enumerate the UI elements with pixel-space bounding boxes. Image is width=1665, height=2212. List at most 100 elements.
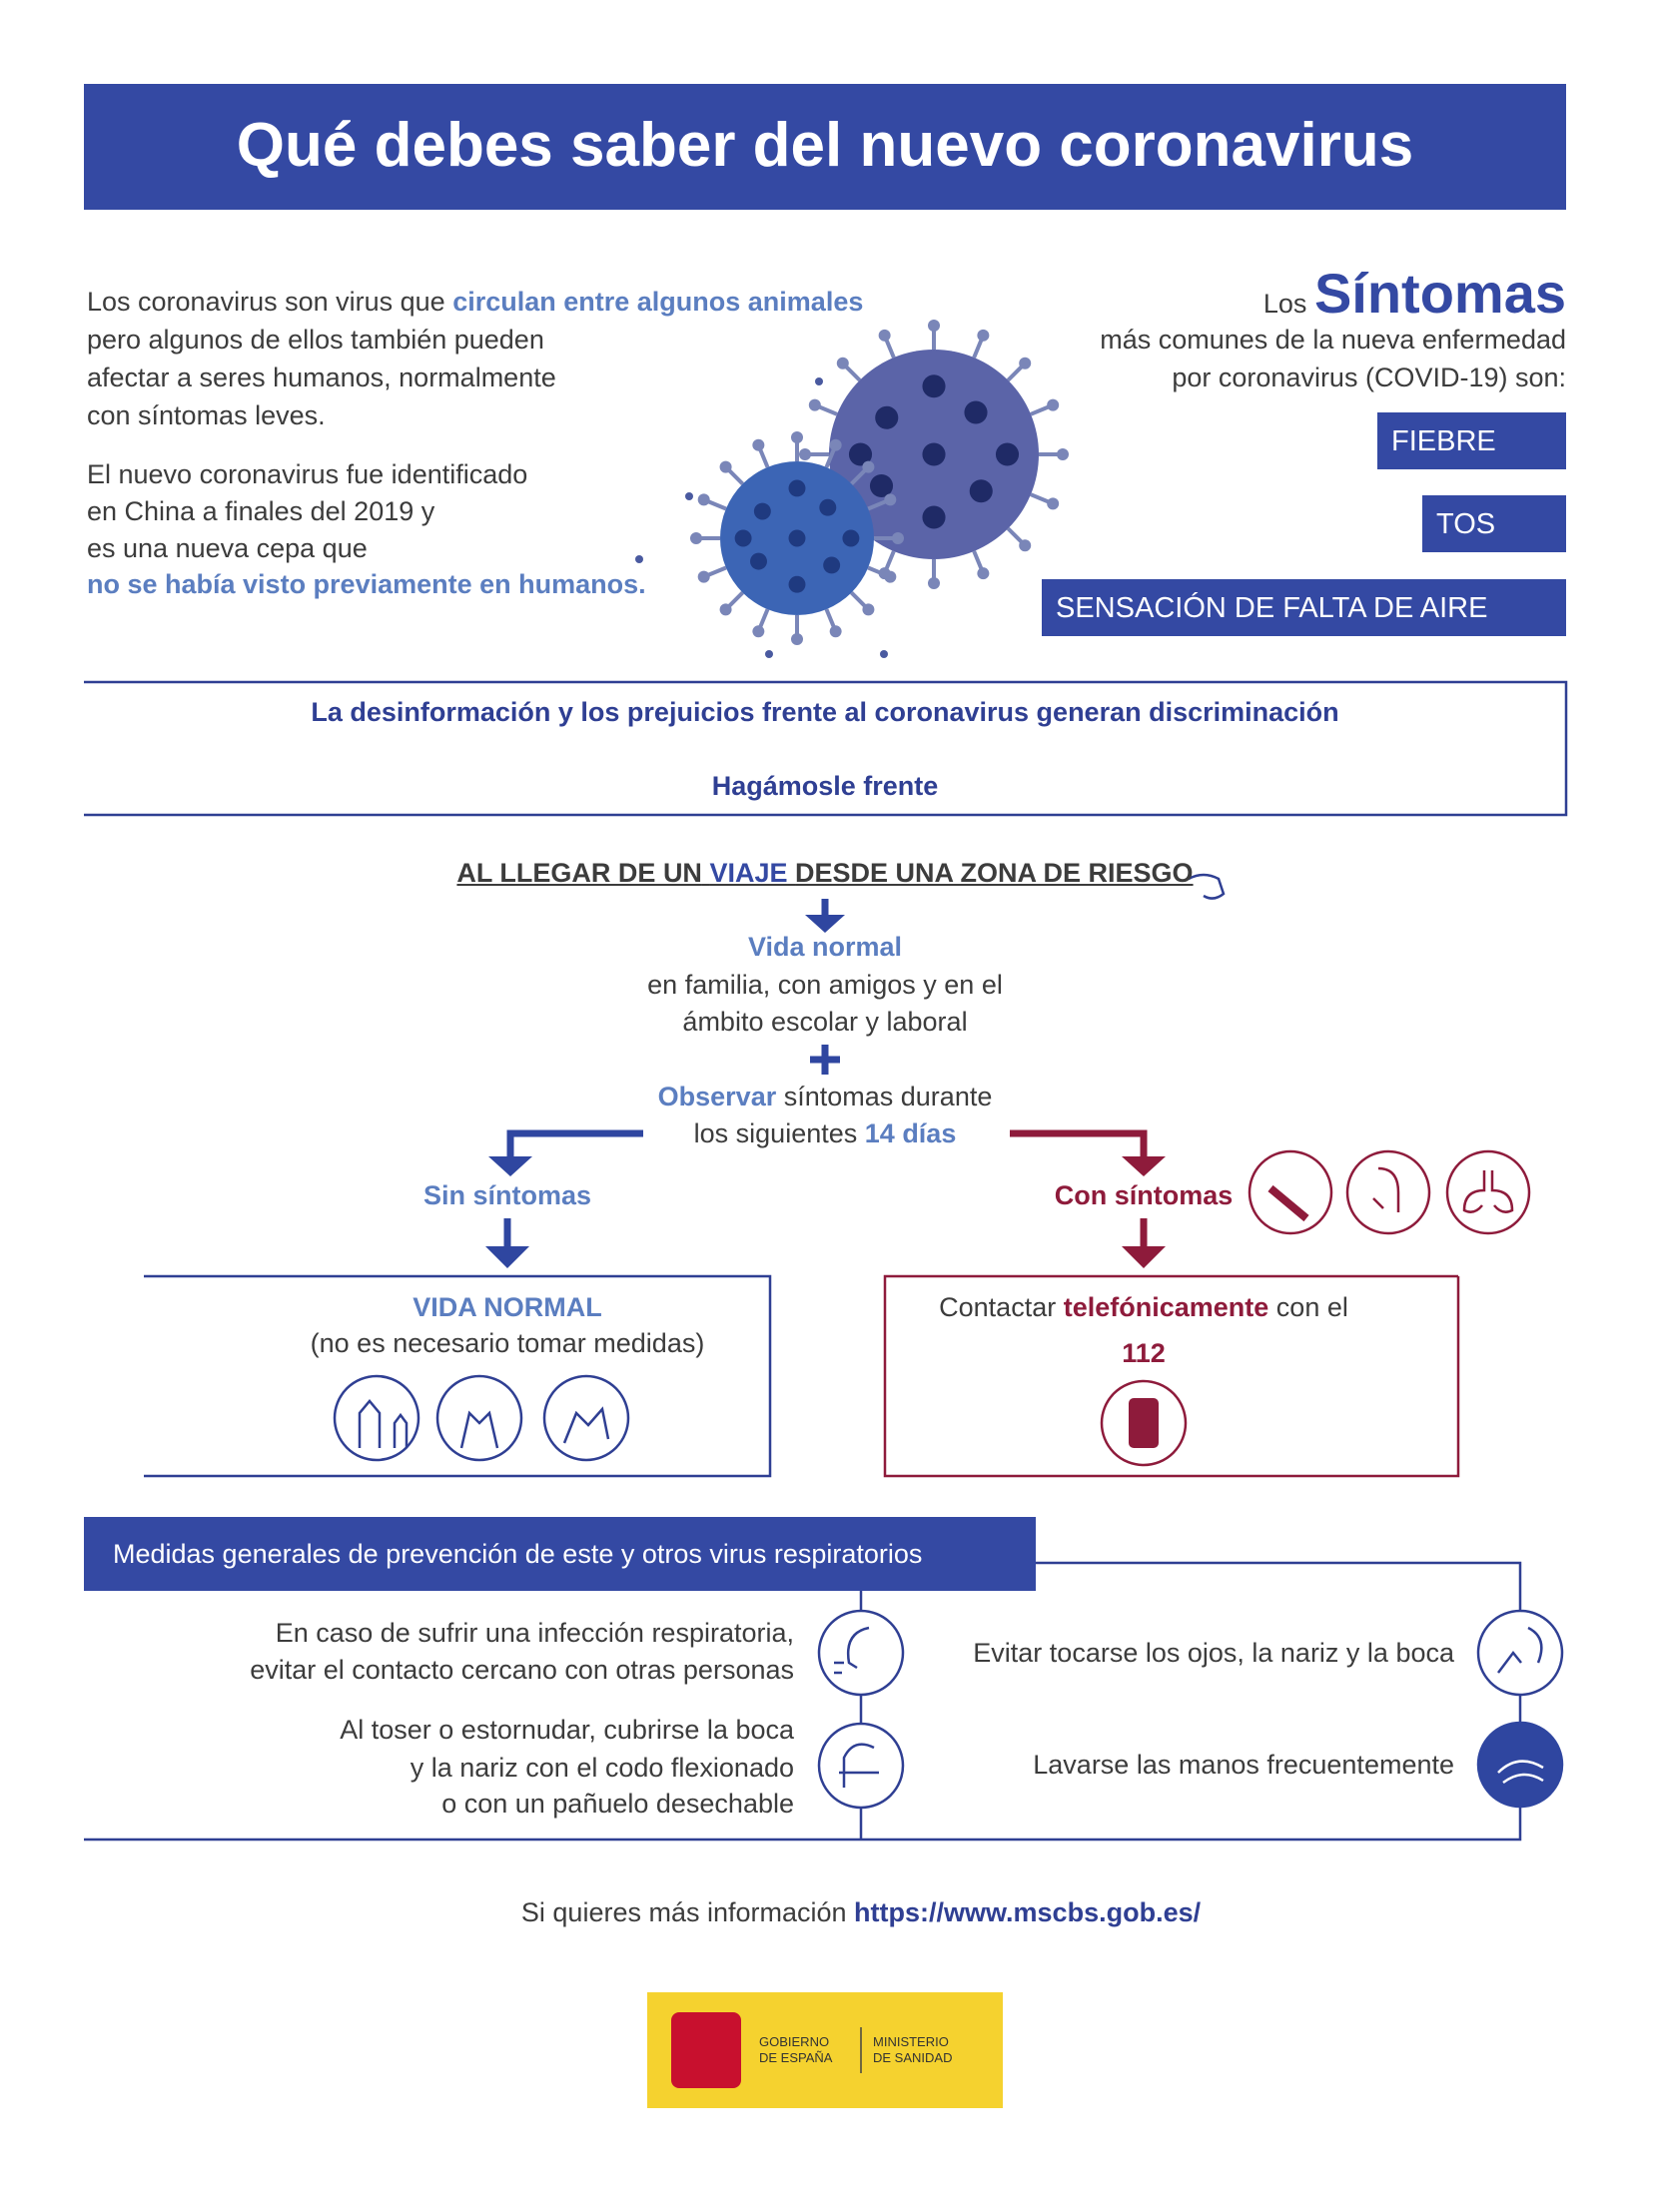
arrival-text: DESDE UNA ZONA DE RIESGO — [795, 858, 1194, 888]
without-note: (no es necesario tomar medidas) — [310, 1328, 705, 1358]
virus-part — [765, 650, 773, 658]
virus-part — [752, 625, 765, 638]
symptom-item: SENSACIÓN DE FALTA DE AIRE — [1056, 592, 1488, 624]
symptoms-pre: Los — [1262, 289, 1307, 319]
virus-part — [878, 329, 891, 342]
prevention-line: Al toser o estornudar, cubrirse la boca — [340, 1715, 794, 1745]
intro-highlight: no se había visto previamente en humanos… — [87, 569, 646, 599]
virus-part — [869, 473, 894, 498]
virus-part — [995, 442, 1020, 466]
virus-part — [788, 529, 806, 547]
prevention-line: Evitar tocarse los ojos, la nariz y la b… — [973, 1638, 1454, 1668]
symptom-box — [1422, 495, 1566, 552]
normal-line: ámbito escolar y laboral — [682, 1007, 968, 1037]
virus-part — [922, 374, 946, 398]
virus-part — [892, 532, 904, 544]
virus-part — [1057, 448, 1069, 460]
logo-line: DE ESPAÑA — [759, 2050, 833, 2065]
prevention-line: o con un pañuelo desechable — [441, 1789, 794, 1819]
arrival-highlight: VIAJE — [709, 858, 788, 888]
prevention-line: evitar el contacto cercano con otras per… — [250, 1655, 794, 1685]
icons — [333, 413, 1564, 1810]
symptom-item: FIEBRE — [1391, 425, 1496, 457]
virus-part — [697, 570, 710, 583]
symptoms-line: más comunes de la nueva enfermedad — [1100, 325, 1566, 355]
intro-line: es una nueva cepa que — [87, 533, 368, 563]
box-lines — [84, 680, 1568, 1842]
virus-part — [842, 529, 860, 547]
with-text: con el — [1275, 1292, 1348, 1322]
virus-part — [884, 493, 897, 506]
virus-part — [922, 505, 946, 529]
symptom-box — [1377, 412, 1566, 469]
discrimination-call: Hagámosle frente — [711, 771, 939, 801]
prevention-line: y la nariz con el codo flexionado — [410, 1753, 794, 1783]
symptom-box — [1042, 579, 1566, 636]
prevention-title: Medidas generales de prevención de este … — [113, 1539, 923, 1569]
footer-link[interactable]: https://www.mscbs.gob.es/ — [854, 1897, 1202, 1927]
header-bar — [84, 84, 1566, 210]
prevention-line: Lavarse las manos frecuentemente — [1033, 1750, 1454, 1780]
intro-line: El nuevo coronavirus fue identificado — [87, 459, 528, 489]
virus-part — [734, 529, 752, 547]
virus-part — [791, 431, 803, 443]
logo-line: GOBIERNO — [759, 2034, 830, 2049]
normal-line: en familia, con amigos y en el — [647, 970, 1003, 1000]
virus-part — [836, 357, 849, 369]
virus-part — [635, 555, 643, 563]
virus-part — [719, 460, 732, 473]
emergency-number: 112 — [1122, 1338, 1166, 1368]
title: Qué debes saber del nuevo coronavirus — [236, 111, 1414, 180]
virus-part — [750, 552, 767, 570]
intro-line: con síntomas leves. — [87, 400, 326, 430]
virus-part — [862, 603, 875, 616]
symptoms-title: Síntomas — [1313, 262, 1566, 325]
virus-part — [848, 442, 873, 466]
virus-part — [928, 320, 940, 332]
virus-part — [884, 570, 897, 583]
virus-part — [964, 400, 988, 424]
virus-part — [808, 398, 821, 411]
without-title: VIDA NORMAL — [413, 1292, 602, 1322]
prevention-bar — [84, 1517, 1036, 1591]
virus-part — [719, 603, 732, 616]
virus-part — [823, 556, 841, 574]
intro-line: afectar a seres humanos, normalmente — [87, 363, 556, 392]
virus-part — [799, 448, 811, 460]
virus-part — [819, 498, 837, 516]
logo-line: DE SANIDAD — [873, 2050, 953, 2065]
normal-title: Vida normal — [747, 932, 903, 962]
virus-illustration — [635, 320, 1069, 658]
symptom-item: TOS — [1436, 508, 1496, 540]
virus-part — [829, 438, 842, 451]
virus-part — [752, 438, 765, 451]
observe-text: síntomas durante — [783, 1082, 993, 1111]
logo-line: MINISTERIO — [873, 2034, 949, 2049]
virus-part — [977, 329, 990, 342]
observe-days: 14 días — [864, 1118, 957, 1148]
intro-text: Los coronavirus son virus que — [87, 287, 445, 317]
virus-part — [788, 575, 806, 593]
intro-line: pero algunos de ellos también pueden — [87, 325, 544, 355]
intro-line: en China a finales del 2019 y — [87, 496, 435, 526]
without-label: Sin síntomas — [422, 1180, 592, 1210]
virus-part — [969, 479, 993, 503]
intro-highlight: circulan entre algunos animales — [452, 287, 864, 317]
virus-part — [928, 577, 940, 589]
virus-part — [791, 633, 803, 645]
virus-part — [875, 405, 899, 429]
coat-of-arms — [671, 2012, 741, 2088]
virus-part — [829, 625, 842, 638]
virus-part — [690, 532, 702, 544]
virus-part — [685, 492, 693, 500]
virus-part — [697, 493, 710, 506]
virus-part — [815, 377, 823, 385]
observe-highlight: Observar — [657, 1082, 777, 1111]
with-label: Con síntomas — [1054, 1180, 1234, 1210]
discrimination-text: La desinformación y los prejuicios frent… — [311, 697, 1339, 727]
virus-part — [1019, 357, 1032, 369]
virus-part — [977, 567, 990, 580]
virus-part — [753, 502, 771, 520]
